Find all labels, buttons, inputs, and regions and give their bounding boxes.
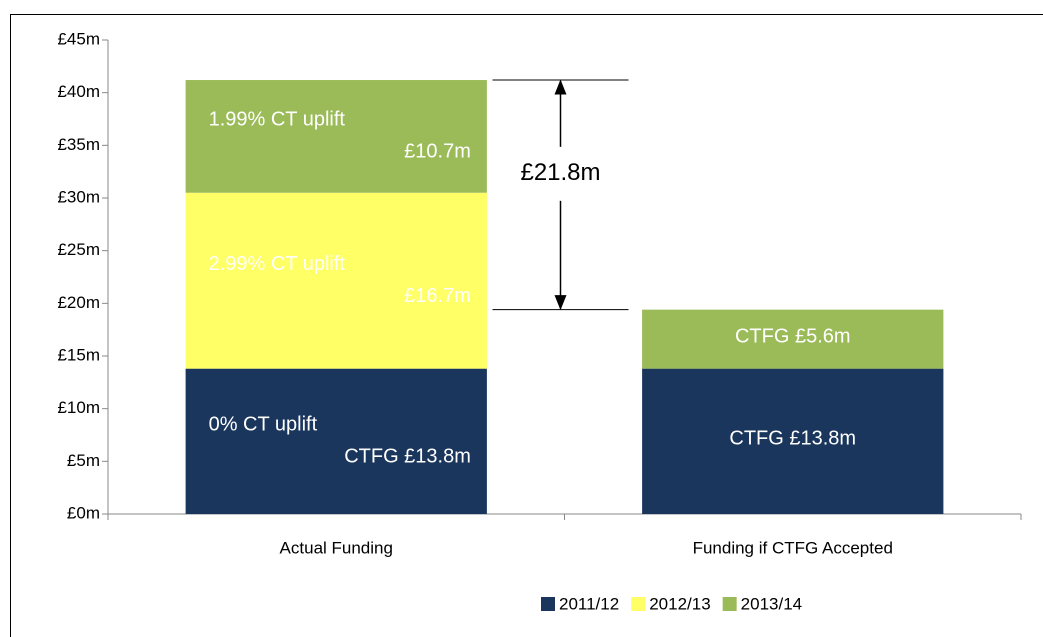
y-tick-label: £10m [57,398,100,417]
data-label: CTFG £5.6m [735,325,851,347]
legend-swatch [631,597,646,611]
segment-caption: 1.99% CT uplift [209,109,346,131]
y-tick-label: £20m [57,293,100,312]
y-tick-label: £30m [57,187,100,206]
bar-segment [185,80,487,193]
data-label: £16.7m [404,285,471,307]
legend-label: 2011/12 [559,594,619,613]
data-label: CTFG £13.8m [344,446,471,468]
legend-label: 2013/14 [741,594,802,613]
bar-segment [642,309,944,369]
y-tick-label: £45m [57,29,100,48]
y-tick-label: £35m [57,135,100,154]
data-label: CTFG £13.8m [729,428,856,450]
bar-segment [185,192,487,369]
data-label: £10.7m [404,141,471,163]
bar-segment [642,368,944,514]
x-tick-label: Actual Funding [280,538,393,557]
y-tick-label: £0m [67,503,100,522]
chart-border [10,14,1043,637]
y-tick-label: £5m [67,451,100,470]
segment-caption: 0% CT uplift [209,414,318,436]
legend-swatch [541,597,555,611]
annotation-text: £21.8m [520,159,600,186]
bar-segment [185,368,487,514]
segment-caption: 2.99% CT uplift [209,253,346,275]
y-tick-label: £25m [57,240,100,259]
x-tick-label: Funding if CTFG Accepted [693,538,893,557]
legend-label: 2012/13 [649,594,710,613]
legend-swatch [722,597,737,611]
y-tick-label: £15m [57,345,100,364]
y-tick-label: £40m [57,82,100,101]
